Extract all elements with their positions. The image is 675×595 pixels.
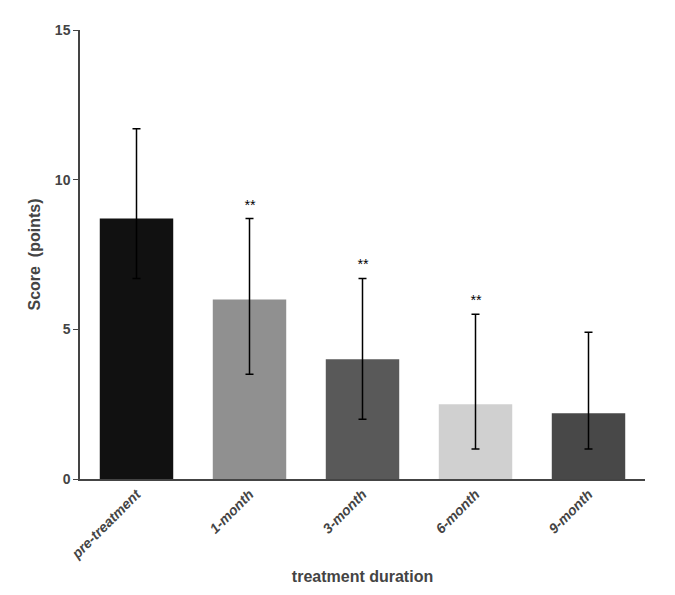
svg-text:5: 5: [63, 321, 71, 337]
svg-text:**: **: [357, 256, 368, 272]
svg-text:10: 10: [55, 172, 71, 188]
svg-text:0: 0: [63, 471, 71, 487]
svg-text:3-month: 3-month: [319, 486, 369, 536]
svg-text:treatment duration: treatment duration: [292, 568, 433, 585]
svg-text:6-month: 6-month: [432, 486, 482, 536]
svg-text:**: **: [244, 197, 255, 213]
svg-text:1-month: 1-month: [206, 486, 256, 536]
svg-text:pre-treatment: pre-treatment: [68, 485, 145, 562]
svg-text:Score (points): Score (points): [26, 198, 43, 310]
svg-text:15: 15: [55, 22, 71, 38]
svg-text:9-month: 9-month: [545, 486, 595, 536]
svg-text:**: **: [470, 292, 481, 308]
